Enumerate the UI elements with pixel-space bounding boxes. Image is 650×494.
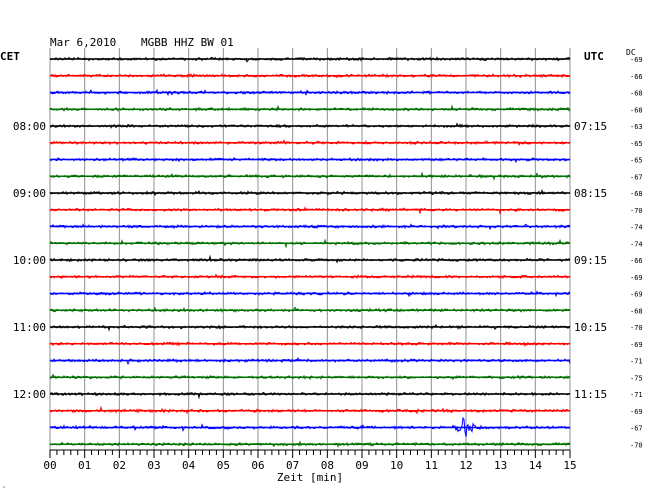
corner-mark: ‸ (3, 480, 6, 488)
x-tick-label: 14 (529, 459, 543, 472)
left-hour-label: 09:00 (13, 187, 46, 200)
dc-offset-label: -69 (630, 341, 643, 349)
label-layer: 00 01 02 03 04 05 06 07 08 09 10 11 12 13 14 15 08:00 09:… (13, 56, 643, 472)
left-hour-label: 12:00 (13, 388, 46, 401)
header-station: MGBB HHZ BW 01 (141, 36, 234, 49)
x-tick-label: 09 (355, 459, 368, 472)
x-axis-label: Zeit [min] (277, 471, 343, 484)
dc-offset-label: -69 (630, 274, 643, 282)
dc-offset-label: -69 (630, 56, 643, 64)
dc-offset-label: -68 (630, 307, 643, 315)
x-tick-label: 00 (43, 459, 56, 472)
left-hour-label: 08:00 (13, 120, 46, 133)
left-hour-label: 11:00 (13, 321, 46, 334)
dc-offset-label: -75 (630, 374, 643, 382)
dc-offset-label: -67 (630, 425, 643, 433)
x-tick-label: 15 (563, 459, 576, 472)
x-tick-label: 12 (459, 459, 472, 472)
seismic-trace-row (49, 104, 571, 112)
x-tick-label: 10 (390, 459, 403, 472)
x-tick-label: 08 (321, 459, 334, 472)
x-tick-label: 13 (494, 459, 507, 472)
dc-offset-label: -70 (630, 324, 643, 332)
right-hour-label: 10:15 (574, 321, 607, 334)
x-tick-label: 05 (217, 459, 230, 472)
dc-offset-label: -65 (630, 157, 643, 165)
x-tick-label: 11 (425, 459, 438, 472)
right-timezone-label: UTC (584, 50, 604, 63)
left-timezone-label: CET (0, 50, 20, 63)
dc-offset-label: -65 (630, 140, 643, 148)
seismic-trace-row (49, 290, 571, 298)
dc-offset-label: -67 (630, 173, 643, 181)
x-tick-label: 06 (251, 459, 264, 472)
dc-offset-label: -71 (630, 391, 643, 399)
dc-offset-label: -69 (630, 291, 643, 299)
seismic-trace-row (49, 206, 571, 216)
dc-offset-label: -66 (630, 257, 643, 265)
dc-header-label: DC (626, 48, 636, 57)
dc-offset-label: -63 (630, 123, 643, 131)
x-tick-label: 02 (113, 459, 126, 472)
dc-offset-label: -74 (630, 224, 643, 232)
dc-offset-label: -68 (630, 90, 643, 98)
dc-offset-label: -69 (630, 408, 643, 416)
dc-offset-label: -68 (630, 190, 643, 198)
dc-offset-label: -70 (630, 441, 643, 449)
trace-layer (49, 56, 571, 449)
left-hour-label: 10:00 (13, 254, 46, 267)
x-tick-label: 01 (78, 459, 91, 472)
x-tick-label: 03 (147, 459, 160, 472)
right-hour-label: 07:15 (574, 120, 607, 133)
dc-offset-label: -71 (630, 358, 643, 366)
plot-frame (49, 48, 571, 458)
right-hour-label: 11:15 (574, 388, 607, 401)
x-tick-label: 07 (286, 459, 299, 472)
dc-offset-label: -70 (630, 207, 643, 215)
x-tick-label: 04 (182, 459, 196, 472)
header-date: Mar 6,2010 (50, 36, 116, 49)
dc-offset-label: -66 (630, 73, 643, 81)
dc-offset-label: -74 (630, 240, 643, 248)
dc-offset-label: -68 (630, 106, 643, 114)
right-hour-label: 08:15 (574, 187, 607, 200)
right-hour-label: 09:15 (574, 254, 607, 267)
seismic-trace-row (50, 391, 571, 400)
